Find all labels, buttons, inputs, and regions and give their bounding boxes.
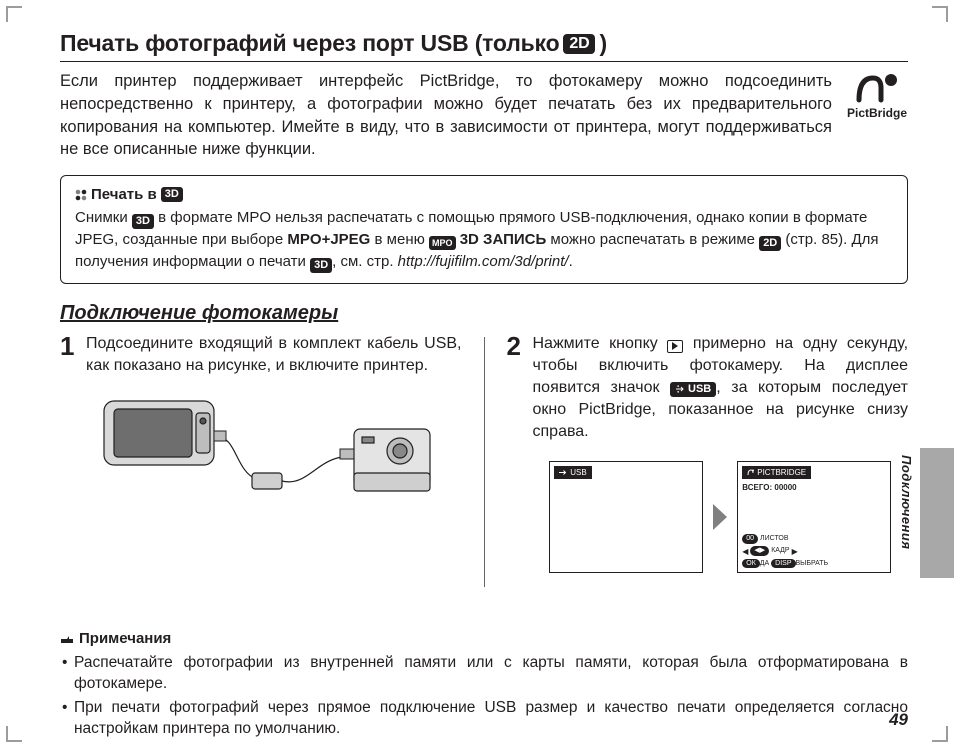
screen-usb: USB xyxy=(549,461,703,573)
badge-3d-icon: 3D xyxy=(310,258,332,273)
section-label: Подключения xyxy=(899,455,914,550)
note-t4: можно распечатать в режиме xyxy=(546,231,759,248)
hand-point-icon xyxy=(60,633,74,645)
frame-pill: ◀▶ xyxy=(750,546,769,556)
frame-label: КАДР xyxy=(771,546,789,556)
screen-tab: USB xyxy=(554,466,591,479)
camera-printer-illustration xyxy=(96,391,462,538)
step-divider xyxy=(484,337,485,587)
page-title: Печать фотографий через порт USB (только… xyxy=(60,30,908,57)
notes-section: Примечания Распечатайте фотографии из вн… xyxy=(60,629,908,739)
screen1-tab: USB xyxy=(570,467,586,478)
yes-label: ДА xyxy=(760,560,769,567)
note-box-3d-print: Печать в 3D Снимки 3D в формате MPO нель… xyxy=(60,175,908,284)
steps-row: 1 Подсоедините входящий в комплект кабел… xyxy=(60,333,908,587)
badge-3d-icon: 3D xyxy=(132,214,154,229)
step-body: Подсоедините входящий в комплект кабель … xyxy=(86,333,462,587)
screens-row: USB PICTBRIDGE ВСЕГО: 00000 00 ЛИСТОВ ◀◀… xyxy=(533,461,909,573)
pictbridge-label: PictBridge xyxy=(847,106,907,120)
note-item: При печати фотографий через прямое подкл… xyxy=(62,697,908,740)
step-number: 2 xyxy=(507,333,525,587)
subheading: Подключение фотокамеры xyxy=(60,302,908,325)
note-t6: , см. стр. xyxy=(332,253,398,270)
screen-tab: PICTBRIDGE xyxy=(742,466,811,479)
page-number: 49 xyxy=(889,710,908,730)
note-3drec: 3D ЗАПИСЬ xyxy=(456,231,547,248)
badge-2d-icon: 2D xyxy=(563,34,595,54)
pictbridge-logo: PictBridge xyxy=(846,70,908,161)
note-item: Распечатайте фотографии из внутренней па… xyxy=(62,652,908,695)
badge-2d-icon: 2D xyxy=(759,236,781,251)
note-t7: . xyxy=(569,253,573,270)
screen2-tab: PICTBRIDGE xyxy=(757,467,806,478)
disp-pill: DISP xyxy=(771,559,795,569)
total-count: ВСЕГО: 00000 xyxy=(742,482,886,493)
sheets-label: ЛИСТОВ xyxy=(760,535,789,542)
screen-pictbridge: PICTBRIDGE ВСЕГО: 00000 00 ЛИСТОВ ◀◀▶КАД… xyxy=(737,461,891,573)
screen-bottom-bar: 00 ЛИСТОВ ◀◀▶КАДР▶ ОКДА DISPВЫБРАТЬ xyxy=(742,534,886,568)
crop-mark xyxy=(6,726,22,742)
sheets-pill: 00 xyxy=(742,534,758,544)
sel-label: ВЫБРАТЬ xyxy=(796,560,829,567)
usb-label: USB xyxy=(688,382,711,397)
step-2: 2 Нажмите кнопку примерно на одну секунд… xyxy=(507,333,909,587)
title-post: ) xyxy=(599,30,606,57)
intro-text: Если принтер поддерживает интерфейс Pict… xyxy=(60,70,832,161)
badge-3d-icon: 3D xyxy=(161,187,183,202)
step-number: 1 xyxy=(60,333,78,587)
title-rule xyxy=(60,61,908,62)
title-pre: Печать фотографий через порт USB (только xyxy=(60,30,559,57)
step1-text: Подсоедините входящий в комплект кабель … xyxy=(86,335,462,374)
playback-button-icon xyxy=(667,340,683,353)
note-mpojpeg: MPO+JPEG xyxy=(287,231,370,248)
note-body: Снимки 3D в формате MPO нельзя распечата… xyxy=(75,207,893,273)
s2-t1: Нажмите кнопку xyxy=(533,335,668,352)
mpo-badge-icon: MPO xyxy=(429,236,456,250)
notes-list: Распечатайте фотографии из внутренней па… xyxy=(60,652,908,740)
note-t3: в меню xyxy=(370,231,429,248)
manual-page: Печать фотографий через порт USB (только… xyxy=(0,0,954,748)
step-body: Нажмите кнопку примерно на одну секунду,… xyxy=(533,333,909,587)
notes-title: Примечания xyxy=(60,629,908,650)
arrow-right-icon xyxy=(713,504,727,530)
note-url: http://fujifilm.com/3d/print/ xyxy=(398,253,569,270)
note-t1: Снимки xyxy=(75,209,132,226)
note-title-pre: Печать в xyxy=(91,184,157,205)
notes-title-text: Примечания xyxy=(79,629,171,650)
usb-chip-icon: USB xyxy=(670,382,716,397)
section-tab xyxy=(920,448,954,578)
crop-mark xyxy=(932,726,948,742)
pictbridge-icon xyxy=(853,70,901,104)
crop-mark xyxy=(932,6,948,22)
note-title: Печать в 3D xyxy=(75,184,893,205)
intro-row: Если принтер поддерживает интерфейс Pict… xyxy=(60,70,908,161)
note-bullets-icon xyxy=(75,189,87,201)
ok-pill: ОК xyxy=(742,559,760,569)
crop-mark xyxy=(6,6,22,22)
step-1: 1 Подсоедините входящий в комплект кабел… xyxy=(60,333,462,587)
